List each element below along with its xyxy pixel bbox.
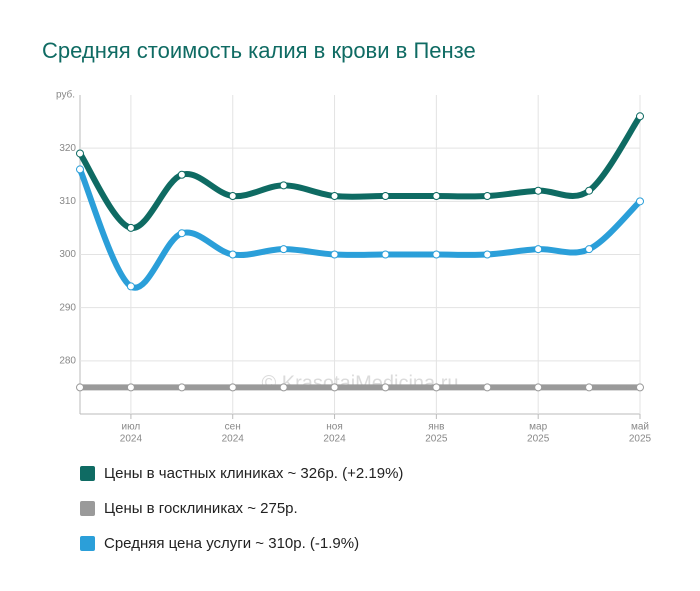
point	[330, 250, 339, 259]
y-tick-label: 290	[59, 302, 76, 313]
point	[177, 229, 186, 238]
point	[381, 192, 390, 201]
y-tick-label: 300	[59, 249, 76, 260]
watermark: © KrasotaiMedicina.ru	[261, 372, 458, 394]
point	[585, 383, 594, 392]
point	[636, 383, 644, 392]
point	[76, 149, 84, 158]
point	[126, 383, 135, 392]
legend-label: Цены в частных клиниках ~ 326р. (+2.19%)	[104, 465, 403, 482]
x-tick-label: сен	[225, 422, 241, 433]
point	[228, 250, 237, 259]
point	[534, 245, 543, 254]
x-tick-label: май	[631, 422, 649, 433]
point	[432, 383, 441, 392]
point	[76, 383, 84, 392]
y-tick-label: 280	[59, 355, 76, 366]
point	[381, 383, 390, 392]
point	[636, 197, 644, 206]
point	[330, 192, 339, 201]
point	[381, 250, 390, 259]
series-line	[78, 115, 642, 230]
legend-label: Цены в госклиниках ~ 275р.	[104, 500, 298, 517]
point	[228, 192, 237, 201]
point	[483, 250, 492, 259]
legend-swatch	[80, 466, 95, 481]
point	[279, 383, 288, 392]
point	[279, 245, 288, 254]
x-tick-label: 2024	[222, 434, 245, 445]
x-tick-label: 2025	[527, 434, 550, 445]
x-tick-label: мар	[529, 422, 547, 433]
x-tick-label: 2024	[323, 434, 346, 445]
series-line	[78, 168, 641, 289]
point	[432, 250, 441, 259]
point	[76, 165, 84, 174]
point	[585, 245, 594, 254]
point	[483, 383, 492, 392]
x-tick-label: 2025	[425, 434, 448, 445]
point	[177, 383, 186, 392]
y-tick-label: 310	[59, 196, 76, 207]
x-tick-label: янв	[428, 422, 444, 433]
legend-swatch	[80, 501, 95, 516]
point	[177, 170, 186, 179]
point	[126, 282, 135, 291]
series-line-outline	[77, 166, 643, 291]
point	[432, 192, 441, 201]
series-line-outline	[77, 113, 643, 231]
point	[279, 181, 288, 190]
point	[126, 223, 135, 232]
legend-swatch	[80, 536, 95, 551]
x-tick-label: 2024	[120, 434, 143, 445]
point	[228, 383, 237, 392]
chart-title: Средняя стоимость калия в крови в Пензе	[42, 38, 476, 63]
point	[585, 186, 594, 195]
x-tick-label: ноя	[326, 422, 343, 433]
legend-label: Средняя цена услуги ~ 310р. (-1.9%)	[104, 535, 359, 552]
x-tick-label: 2025	[629, 434, 652, 445]
point	[534, 383, 543, 392]
y-unit: руб.	[56, 89, 75, 101]
point	[483, 192, 492, 201]
x-tick-label: июл	[122, 422, 141, 433]
point	[330, 383, 339, 392]
point	[636, 112, 644, 121]
point	[534, 186, 543, 195]
y-tick-label: 320	[59, 143, 76, 154]
